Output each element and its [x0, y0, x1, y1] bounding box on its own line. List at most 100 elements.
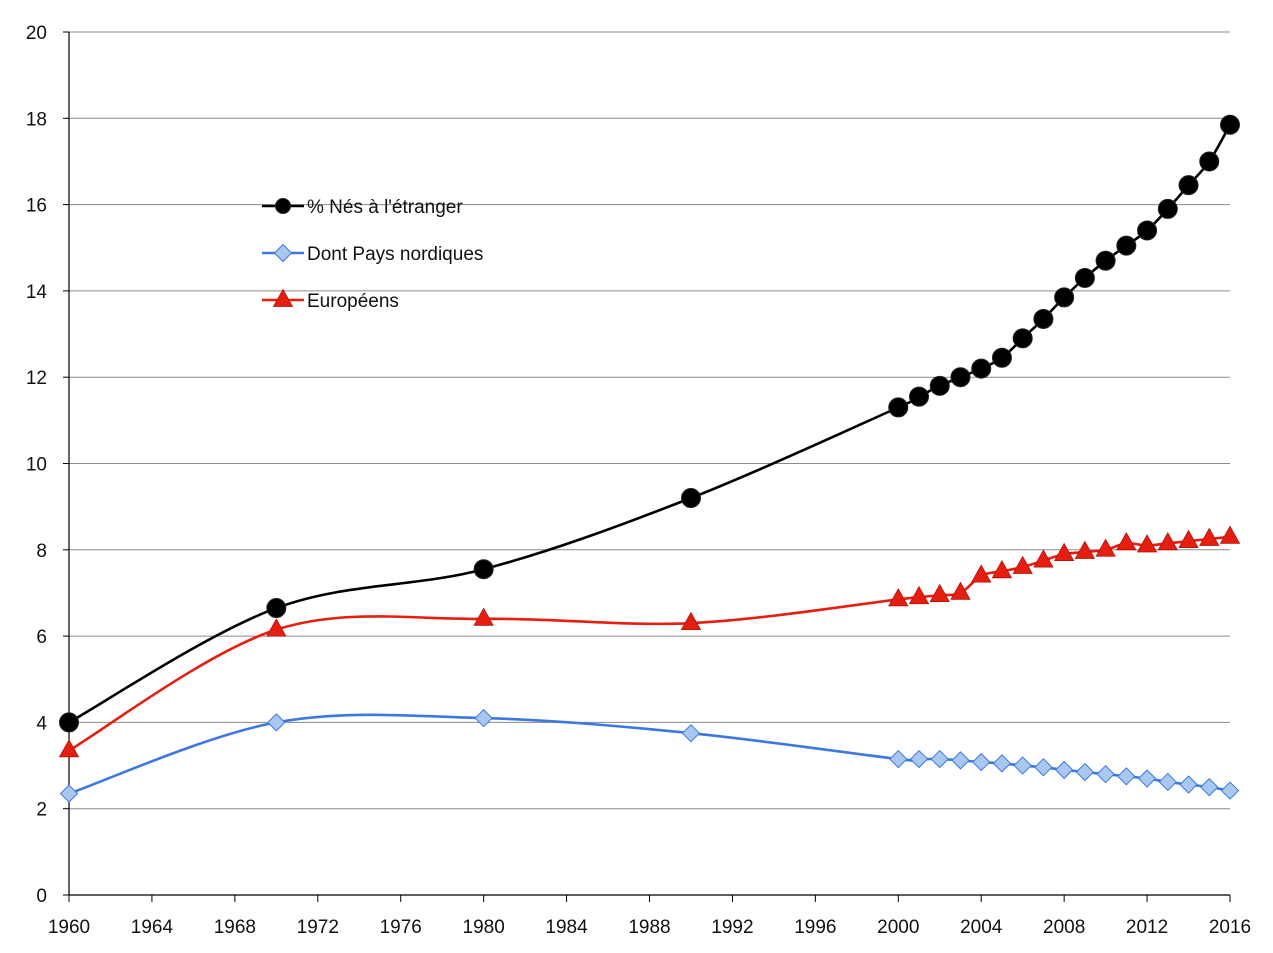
data-point-1970	[266, 618, 287, 637]
x-tick-label-1968: 1968	[214, 917, 256, 938]
data-point-2013	[1157, 531, 1178, 551]
data-point-2014	[1179, 775, 1198, 794]
series-line	[68, 535, 1231, 752]
data-point-2011	[1116, 235, 1137, 256]
y-tick-label-16: 16	[26, 196, 47, 217]
legend-swatch-marker	[273, 243, 293, 263]
data-point-1970	[266, 598, 287, 619]
y-tick-label-6: 6	[36, 627, 47, 648]
data-point-2000	[889, 749, 908, 769]
x-tick-label-1980: 1980	[463, 917, 505, 938]
data-point-1990	[680, 611, 702, 631]
data-point-2005	[992, 754, 1012, 773]
data-point-2004	[971, 358, 992, 379]
data-point-2000	[888, 588, 909, 607]
y-tick-label-8: 8	[36, 541, 47, 562]
data-point-2007	[1034, 758, 1053, 777]
x-tick-label-2016: 2016	[1209, 917, 1251, 938]
data-point-1960	[59, 784, 79, 803]
data-point-1960	[58, 739, 80, 758]
data-point-2005	[991, 560, 1013, 579]
series-europeens	[58, 525, 1241, 758]
data-point-2012	[1137, 220, 1158, 241]
data-point-2010	[1096, 764, 1115, 784]
data-point-2016	[1219, 525, 1241, 544]
series-nes-etranger	[59, 114, 1240, 733]
grid-lines	[69, 31, 1230, 810]
legend-label: Dont Pays nordiques	[307, 244, 483, 265]
y-tick-label-2: 2	[36, 800, 47, 821]
y-tick-label-18: 18	[26, 109, 47, 130]
data-point-2008	[1054, 760, 1074, 780]
legend-item-2: Européens	[262, 288, 399, 312]
data-point-1980	[474, 708, 493, 728]
y-tick-label-12: 12	[26, 368, 47, 389]
legend-item-0: % Nés à l'étranger	[262, 197, 463, 218]
y-tick-label-14: 14	[26, 282, 48, 303]
series-line	[68, 713, 1231, 795]
data-point-2004	[971, 564, 992, 583]
legend: % Nés à l'étranger Dont Pays nordiques Eur…	[262, 197, 483, 312]
data-point-2015	[1200, 777, 1219, 797]
x-tick-label-1972: 1972	[297, 917, 339, 938]
data-point-2010	[1095, 538, 1116, 557]
data-point-2001	[909, 749, 929, 769]
data-point-2011	[1116, 531, 1137, 551]
y-tick-label-10: 10	[26, 455, 47, 476]
data-point-2002	[929, 375, 950, 396]
data-point-2006	[1012, 328, 1033, 349]
data-point-1990	[681, 723, 701, 743]
data-point-2008	[1053, 542, 1075, 561]
data-point-1960	[59, 712, 79, 733]
data-point-2011	[1117, 767, 1136, 786]
data-point-2006	[1013, 756, 1032, 775]
data-point-2015	[1199, 527, 1220, 546]
data-point-2012	[1136, 534, 1158, 553]
data-point-1980	[473, 607, 494, 626]
data-point-2016	[1220, 114, 1240, 135]
data-point-2000	[888, 397, 909, 418]
legend-item-1: Dont Pays nordiques	[262, 243, 483, 265]
data-point-2007	[1033, 549, 1054, 568]
y-tick-label-4: 4	[36, 713, 47, 734]
axes: 0 2 4 6 8 10 12 14 16 18 20 1960 1964 1968 1972 1976 198…	[26, 23, 1251, 938]
x-tick-label-1984: 1984	[545, 917, 588, 938]
data-point-2007	[1033, 308, 1054, 329]
data-point-2001	[908, 585, 930, 605]
data-point-2009	[1074, 267, 1095, 288]
legend-swatch-marker	[275, 198, 291, 214]
data-point-2003	[950, 581, 971, 600]
data-point-2010	[1095, 250, 1116, 271]
data-point-2015	[1199, 151, 1220, 172]
data-point-2003	[950, 367, 971, 388]
data-point-2004	[972, 752, 991, 772]
x-tick-label-1988: 1988	[628, 917, 670, 938]
data-point-2013	[1158, 772, 1178, 792]
data-point-2002	[929, 583, 950, 602]
data-point-2003	[951, 751, 970, 770]
data-point-2009	[1074, 540, 1096, 559]
x-tick-label-2008: 2008	[1043, 917, 1085, 938]
x-tick-label-1992: 1992	[711, 917, 753, 938]
x-tick-label-2012: 2012	[1126, 917, 1168, 938]
x-tick-label-1976: 1976	[380, 917, 422, 938]
y-tick-label-0: 0	[36, 886, 47, 907]
series-layer	[58, 114, 1241, 803]
data-point-2009	[1075, 762, 1095, 782]
data-point-2012	[1137, 769, 1157, 788]
legend-swatch-marker	[272, 288, 294, 307]
data-point-2002	[930, 749, 949, 769]
y-tick-label-20: 20	[26, 23, 47, 44]
data-point-1990	[680, 488, 701, 509]
series-line	[68, 124, 1232, 724]
x-tick-label-2004: 2004	[960, 917, 1003, 938]
data-point-1970	[267, 713, 286, 732]
legend-label: % Nés à l'étranger	[307, 197, 463, 218]
x-tick-label-1960: 1960	[48, 917, 90, 938]
data-point-2005	[991, 347, 1012, 368]
data-point-1980	[473, 559, 494, 580]
data-point-2014	[1178, 529, 1199, 549]
data-point-2013	[1157, 198, 1178, 219]
